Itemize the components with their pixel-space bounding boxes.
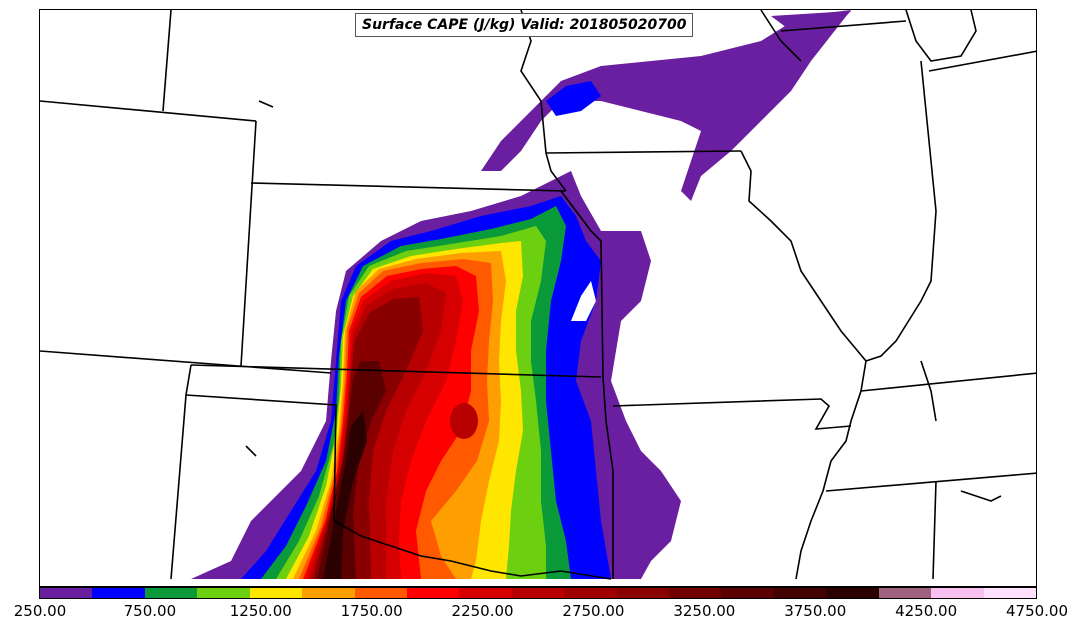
cape-band-250-north bbox=[481, 10, 851, 201]
colorbar-segment bbox=[249, 588, 303, 598]
colorbar-tick-label: 3750.00 bbox=[784, 602, 847, 620]
colorbar-segment bbox=[144, 588, 198, 598]
colorbar-segment bbox=[931, 588, 984, 598]
border-line bbox=[258, 100, 274, 108]
border-line bbox=[560, 190, 614, 579]
clear-pocket bbox=[571, 281, 596, 321]
border-line bbox=[240, 120, 257, 367]
border-line bbox=[928, 50, 1036, 72]
map-panel bbox=[39, 9, 1037, 587]
border-line bbox=[920, 360, 937, 422]
colorbar-segment bbox=[721, 588, 774, 598]
colorbar-segment bbox=[773, 588, 827, 598]
colorbar-tick-label: 3250.00 bbox=[673, 602, 736, 620]
border-line bbox=[333, 520, 612, 580]
colorbar-segment bbox=[878, 588, 932, 598]
colorbar-segment bbox=[302, 588, 355, 598]
colorbar-tick-label: 250.00 bbox=[13, 602, 67, 620]
colorbar-tick-label: 1750.00 bbox=[340, 602, 403, 620]
colorbar-tick-label: 2250.00 bbox=[451, 602, 514, 620]
border-line bbox=[520, 10, 567, 192]
cape-band-3500 bbox=[323, 411, 367, 579]
border-line bbox=[960, 490, 1002, 502]
colorbar-segment bbox=[197, 588, 250, 598]
border-line bbox=[932, 480, 937, 580]
colorbar bbox=[39, 587, 1037, 599]
border-line bbox=[780, 20, 907, 32]
colorbar-segment bbox=[92, 588, 145, 598]
colorbar-segment bbox=[669, 588, 722, 598]
colorbar-tick-label: 4250.00 bbox=[895, 602, 958, 620]
colorbar-segment bbox=[40, 588, 93, 598]
border-line bbox=[865, 60, 937, 362]
colorbar-segment bbox=[564, 588, 617, 598]
border-line bbox=[170, 364, 192, 580]
colorbar-segment bbox=[354, 588, 407, 598]
border-line bbox=[40, 100, 257, 122]
colorbar-tick-label: 750.00 bbox=[123, 602, 177, 620]
border-line bbox=[612, 398, 852, 430]
border-line bbox=[162, 10, 172, 112]
cape-band-250-ne bbox=[771, 11, 851, 41]
colorbar-tick-label: 4750.00 bbox=[1005, 602, 1069, 620]
colorbar-segment bbox=[459, 588, 512, 598]
colorbar-tick-label: 2750.00 bbox=[562, 602, 625, 620]
border-line bbox=[740, 150, 867, 580]
border-line bbox=[190, 364, 602, 378]
border-line bbox=[860, 372, 1036, 392]
border-line bbox=[545, 150, 742, 154]
cape-band-750-north bbox=[546, 81, 601, 116]
map-title: Surface CAPE (J/kg) Valid: 201805020700 bbox=[355, 13, 694, 37]
colorbar-segment bbox=[826, 588, 879, 598]
colorbar-tick-label: 1250.00 bbox=[229, 602, 292, 620]
border-line bbox=[905, 10, 977, 62]
colorbar-segment bbox=[616, 588, 670, 598]
border-line bbox=[245, 445, 257, 457]
colorbar-segment bbox=[983, 588, 1037, 598]
border-line bbox=[185, 394, 337, 522]
state-boundaries bbox=[40, 10, 1036, 580]
cape-map bbox=[40, 10, 1036, 580]
border-line bbox=[760, 10, 802, 62]
cape-blob bbox=[450, 403, 478, 439]
colorbar-segment bbox=[406, 588, 460, 598]
border-line bbox=[825, 472, 1036, 492]
border-line bbox=[250, 182, 567, 192]
border-line bbox=[40, 350, 332, 374]
colorbar-segment bbox=[511, 588, 565, 598]
cape-shading bbox=[191, 10, 851, 579]
